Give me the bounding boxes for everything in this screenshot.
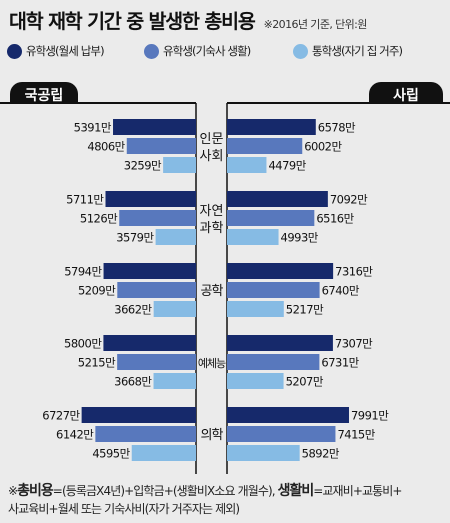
footnote-line-2: 사교육비+월세 또는 기숙사비(자가 거주자는 제외) [8,502,240,516]
bar-private-label: 4993만 [281,231,319,245]
category-label: 사회 [200,149,224,164]
bar-private-label: 4479만 [268,159,306,173]
category-label: 공학 [201,284,224,299]
footnote-def-total: =(등록금X4년)+입학금+(생활비X소요 개월수), [52,484,276,498]
bar-public [163,157,196,173]
bar-public [153,373,196,389]
right-header-label: 사립 [393,88,419,104]
category-label: 의학 [201,428,224,443]
legend-item: 통학생(자기 집 거주) [293,41,403,61]
footnote-term-total: 총비용 [17,483,54,499]
legend: 유학생(월세 납부) 유학생(기숙사 생활) 통학생(자기 집 거주) [7,41,447,61]
category-label: 자연 [200,204,224,219]
legend-label: 유학생(기숙사 생활) [163,44,251,58]
bar-private [227,210,315,226]
bar-private [227,229,279,245]
bar-private-label: 6578만 [318,121,356,135]
bar-private-label: 5217만 [286,303,324,317]
bar-private-label: 5892만 [302,447,340,461]
legend-swatch [293,43,308,59]
bar-private [227,157,267,173]
bar-public [131,445,196,461]
bar-public [155,229,196,245]
bar-private-label: 5207만 [286,375,324,389]
footnote-def-living: =교재비+교통비+ [313,484,402,498]
bar-private [227,282,320,298]
bar-public [153,301,196,317]
bar-private [227,426,336,442]
bar-public-label: 3259만 [124,159,162,173]
bar-public [117,282,196,298]
category-label: 인문 [200,132,224,147]
bar-public-label: 3668만 [114,375,152,389]
bar-private-label: 7307만 [335,337,373,351]
bar-public [119,210,196,226]
bar-private [227,191,328,207]
legend-item: 유학생(기숙사 생활) [144,41,251,61]
bar-public [126,138,196,154]
bar-public [103,335,196,351]
bar-public-label: 5711만 [66,193,104,207]
bar-private-label: 6740만 [322,284,360,298]
bar-private [227,138,303,154]
category-label: 과학 [200,221,224,236]
bar-public [105,191,196,207]
bar-public-label: 6727만 [42,409,80,423]
chart-note: ※2016년 기준, 단위:원 [263,18,368,31]
bar-private-label: 6516만 [316,212,354,226]
legend-swatch [7,43,22,59]
category-label: 예체능 [198,357,226,370]
bar-public-label: 5126만 [80,212,118,226]
bar-private [227,445,300,461]
bar-public-label: 5209만 [78,284,116,298]
title-row: 대학 재학 기간 중 발생한 총비용 ※2016년 기준, 단위:원 [9,5,445,33]
footnote-term-living: 생활비 [277,483,315,499]
bar-private [227,301,284,317]
right-header-pill [369,82,443,103]
footnote-mark: ※ [8,484,18,498]
chart-title: 대학 재학 기간 중 발생한 총비용 [9,10,256,33]
bar-private-label: 6002만 [304,140,342,154]
bar-private [227,373,284,389]
bar-public-label: 6142만 [56,428,94,442]
left-header-pill [10,82,78,103]
bar-private [227,354,320,370]
legend-label: 통학생(자기 집 거주) [312,44,403,58]
legend-label: 유학생(월세 납부) [26,44,105,58]
legend-swatch [144,43,159,59]
bar-public [103,263,196,279]
bar-public [95,426,196,442]
bar-private-label: 7415만 [337,428,375,442]
bar-public [81,407,196,423]
bar-private-label: 7991만 [351,409,389,423]
bar-public [117,354,196,370]
bar-private [227,335,333,351]
bar-public-label: 4806만 [87,140,125,154]
bar-public-label: 5215만 [78,356,116,370]
bar-public-label: 5794만 [64,265,102,279]
bar-private [227,407,349,423]
bar-public-label: 3579만 [116,231,154,245]
bar-private [227,263,334,279]
footnote: ※총비용=(등록금X4년)+입학금+(생활비X소요 개월수), 생활비=교재비+… [8,482,448,518]
bar-private-label: 6731만 [321,356,359,370]
left-header-label: 국공립 [25,88,64,104]
bar-private-label: 7092만 [330,193,368,207]
bar-private-label: 7316만 [335,265,373,279]
legend-item: 유학생(월세 납부) [7,41,105,61]
bar-private [227,119,316,135]
bar-public-label: 3662만 [114,303,152,317]
bar-public [113,119,196,135]
bar-public-label: 5800만 [64,337,102,351]
bar-public-label: 4595만 [92,447,130,461]
bar-public-label: 5391만 [74,121,112,135]
footnote-line-1: ※총비용=(등록금X4년)+입학금+(생활비X소요 개월수), 생활비=교재비+… [8,482,448,500]
